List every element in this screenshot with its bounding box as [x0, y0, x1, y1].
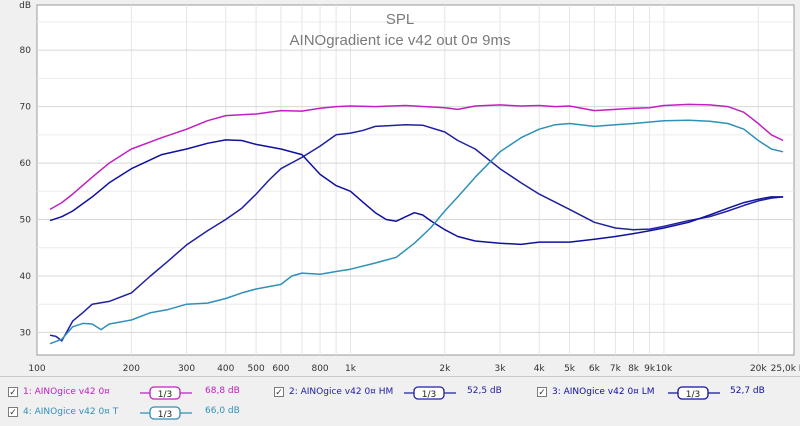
x-tick-label: 5k	[564, 364, 576, 374]
smoothing-label-3: 1/3	[686, 390, 700, 400]
y-tick-label: 60	[20, 159, 32, 169]
checkbox-checked-icon[interactable]: ✓	[274, 387, 284, 398]
smoothing-label-1: 1/3	[158, 390, 172, 400]
x-tick-label: 4k	[534, 364, 546, 374]
x-tick-label: 1k	[345, 364, 357, 374]
x-tick-label: 600	[272, 364, 289, 374]
y-tick-label: 70	[20, 103, 32, 113]
y-tick-label: 40	[20, 272, 32, 282]
y-tick-label: dB	[19, 1, 31, 11]
smoothing-label-4: 1/3	[158, 410, 172, 420]
x-tick-label: 25,0k Hz	[771, 364, 800, 374]
checkbox-checked-icon[interactable]: ✓	[8, 407, 18, 418]
x-tick-label: 20k	[750, 364, 767, 374]
tick-labels: 100 200 300 400 500 600 800 1k 2k 3k 4k 5k 6k 7k 8k 9k 1…	[19, 1, 800, 374]
plot-area	[36, 4, 795, 356]
legend-label-3: 3: AINOgice v42 0¤ LM	[552, 387, 655, 397]
smoothing-indicator-icon[interactable]: 1/3	[668, 386, 720, 400]
x-tick-label: 3k	[495, 364, 507, 374]
x-tick-label: 9k	[644, 364, 656, 374]
legend-item-2[interactable]: ✓ 2: AINOgice v42 0¤ HM	[274, 384, 393, 400]
series-lines	[49, 103, 784, 345]
legend-value-4: 66,0 dB	[205, 406, 240, 416]
smoothing-indicator-icon[interactable]: 1/3	[404, 386, 456, 400]
legend-item-1[interactable]: ✓ 1: AINOgice v42 0¤	[8, 384, 110, 400]
y-tick-label: 80	[20, 46, 32, 56]
smoothing-indicator-icon[interactable]: 1/3	[140, 386, 192, 400]
legend-value-1: 68,8 dB	[205, 386, 240, 396]
legend-label-2: 2: AINOgice v42 0¤ HM	[289, 387, 394, 397]
chart-subtitle: AINOgradient ice v42 out 0¤ 9ms	[290, 32, 511, 49]
checkbox-checked-icon[interactable]: ✓	[8, 387, 18, 398]
x-tick-label: 2k	[439, 364, 451, 374]
x-tick-label: 7k	[610, 364, 622, 374]
chart-title: SPL	[386, 11, 414, 28]
legend-panel: ✓ 1: AINOgice v42 0¤ 1/3 68,8 dB ✓ 2: AI…	[0, 376, 800, 426]
legend-label-4: 4: AINOgice v42 0¤ T	[23, 407, 119, 417]
series-line-3	[49, 139, 784, 246]
legend-item-4[interactable]: ✓ 4: AINOgice v42 0¤ T	[8, 404, 118, 420]
x-tick-label: 800	[311, 364, 328, 374]
x-tick-label: 6k	[589, 364, 601, 374]
series-line-1	[49, 103, 784, 211]
legend-item-3[interactable]: ✓ 3: AINOgice v42 0¤ LM	[537, 384, 655, 400]
x-tick-label: 400	[217, 364, 234, 374]
legend-label-1: 1: AINOgice v42 0¤	[23, 387, 110, 397]
series-line-4	[49, 119, 784, 345]
legend-value-3: 52,7 dB	[730, 386, 765, 396]
checkbox-checked-icon[interactable]: ✓	[537, 387, 547, 398]
smoothing-label-2: 1/3	[422, 390, 436, 400]
legend-value-2: 52,5 dB	[467, 386, 502, 396]
x-tick-label: 500	[248, 364, 265, 374]
spl-chart: 100 200 300 400 500 600 800 1k 2k 3k 4k 5k 6k 7k 8k 9k 1…	[19, 1, 800, 374]
x-tick-label: 100	[28, 364, 45, 374]
smoothing-indicator-icon[interactable]: 1/3	[140, 406, 192, 420]
x-tick-label: 10k	[656, 364, 673, 374]
y-tick-label: 30	[20, 328, 32, 338]
x-tick-label: 8k	[628, 364, 640, 374]
series-line-2	[49, 123, 784, 342]
x-tick-label: 200	[123, 364, 140, 374]
x-tick-label: 300	[178, 364, 195, 374]
y-tick-label: 50	[20, 216, 32, 226]
